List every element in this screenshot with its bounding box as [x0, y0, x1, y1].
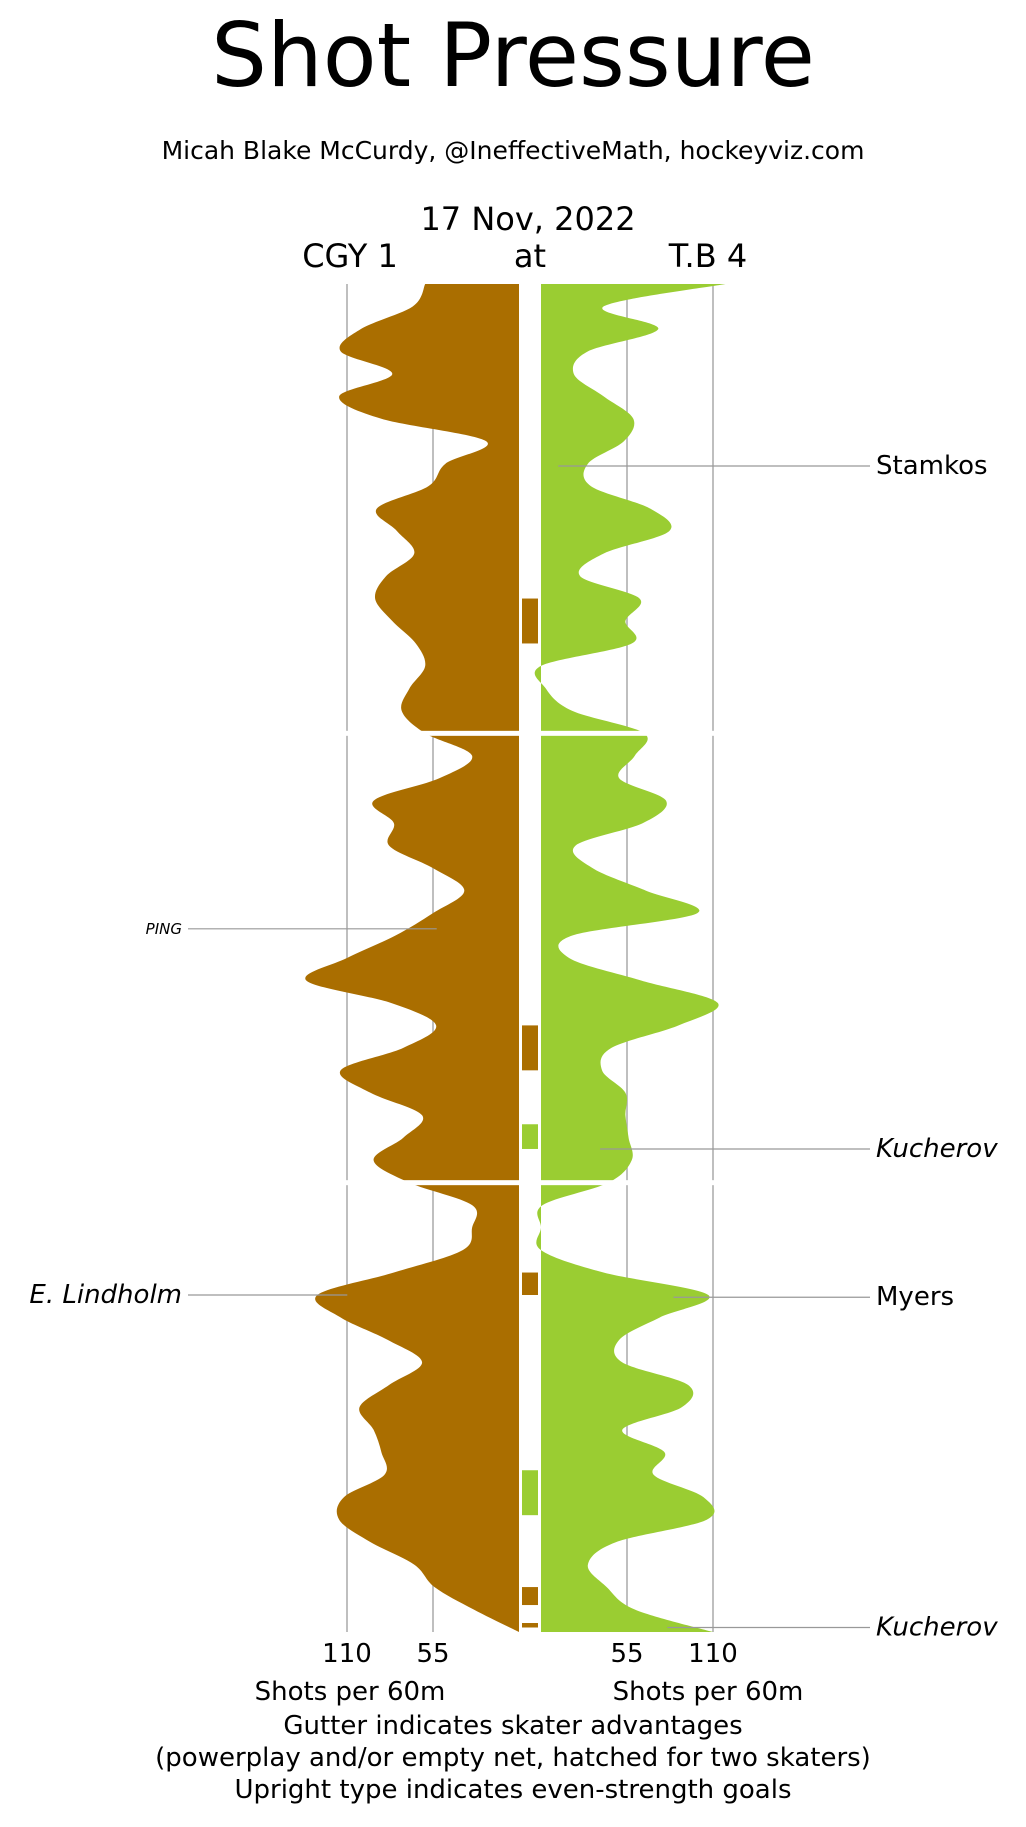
away-team-score: CGY 1	[302, 237, 398, 275]
goal-annotation-1: Stamkos	[558, 451, 988, 481]
gutter-advantage-2	[522, 1025, 538, 1071]
annotation-label: Kucherov	[876, 1134, 998, 1164]
home-team-score: T.B 4	[668, 237, 748, 275]
x-axis-label-home: Shots per 60m	[613, 1677, 804, 1707]
gutter	[522, 598, 538, 1628]
gutter-advantage-5	[522, 1470, 538, 1516]
footer-note-1: Gutter indicates skater advantages	[283, 1711, 743, 1741]
annotation-label: PING	[146, 920, 182, 938]
period-separator-20	[300, 730, 760, 736]
goal-annotation-5: Myers	[673, 1282, 954, 1312]
footer-note-2: (powerplay and/or empty net, hatched for…	[155, 1743, 871, 1773]
annotations: Stamkos PING Kucherov E. Lindholm Myers Kuche…	[29, 451, 998, 1643]
annotation-label: Kucherov	[876, 1613, 998, 1643]
annotation-label: Stamkos	[876, 451, 988, 481]
goal-annotation-6: Kucherov	[667, 1613, 998, 1643]
x-tick-label-home-55: 55	[610, 1639, 643, 1669]
area-layer	[305, 284, 726, 1632]
x-tick-label-away-110: 110	[322, 1639, 372, 1669]
x-tick-label-away-55: 55	[416, 1639, 449, 1669]
at-label: at	[513, 237, 547, 275]
game-date: 17 Nov, 2022	[420, 200, 636, 238]
goal-annotation-3: Kucherov	[600, 1134, 998, 1164]
area-tb	[534, 284, 726, 1632]
x-axis: 110 110 55 55 Shots per 60m Shots per 60m	[255, 1639, 804, 1707]
goal-annotation-2: PING	[146, 920, 437, 938]
footer-note-3: Upright type indicates even-strength goa…	[234, 1775, 792, 1805]
gutter-advantage-1	[522, 598, 538, 644]
x-tick-label-home-110: 110	[688, 1639, 738, 1669]
annotation-label: E. Lindholm	[29, 1280, 182, 1310]
chart-title: Shot Pressure	[211, 4, 815, 107]
gutter-advantage-7	[522, 1623, 538, 1628]
goal-annotation-4: E. Lindholm	[29, 1280, 348, 1310]
period-separator-40	[300, 1180, 760, 1186]
gutter-advantage-3	[522, 1124, 538, 1149]
annotation-label: Myers	[876, 1282, 954, 1312]
area-cgy	[305, 284, 519, 1632]
shot-pressure-chart: Stamkos PING Kucherov E. Lindholm Myers Kuche…	[29, 284, 998, 1707]
period-separators	[300, 730, 760, 1186]
x-axis-label-away: Shots per 60m	[255, 1677, 446, 1707]
gutter-advantage-6	[522, 1587, 538, 1606]
gutter-advantage-4	[522, 1272, 538, 1295]
chart-credit: Micah Blake McCurdy, @IneffectiveMath, h…	[161, 136, 865, 165]
